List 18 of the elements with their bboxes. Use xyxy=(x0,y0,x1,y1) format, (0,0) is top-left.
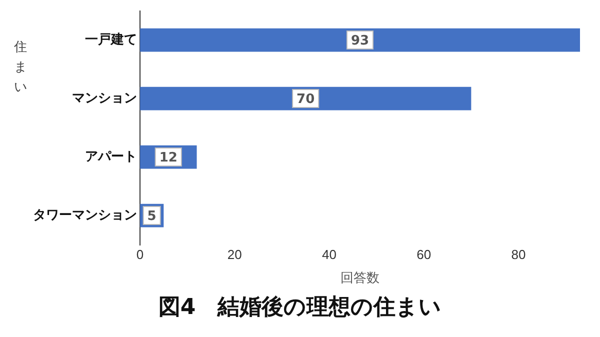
x-tick-label: 60 xyxy=(416,247,432,262)
bar xyxy=(140,28,580,52)
data-label: 12 xyxy=(159,150,178,166)
x-tick-label: 40 xyxy=(322,247,336,262)
x-tick-label: 20 xyxy=(227,247,242,262)
y-tick-label: アパート xyxy=(85,148,137,164)
bar xyxy=(140,86,472,110)
text: 図4 結婚後の理想の住まい xyxy=(157,294,443,322)
data-label: 70 xyxy=(296,92,315,107)
y-tick-label: タワーマンション xyxy=(33,207,137,222)
y-tick-label: マンション xyxy=(72,90,137,106)
y-axis-title: 住まい xyxy=(14,39,27,97)
y-tick-label: 一戸建て xyxy=(85,32,137,47)
data-label: 93 xyxy=(350,33,370,48)
x-tick-label: 80 xyxy=(511,247,526,262)
x-tick-label: 0 xyxy=(136,247,144,262)
x-axis-title: 回答数 xyxy=(340,270,380,285)
data-label: 5 xyxy=(147,208,156,224)
